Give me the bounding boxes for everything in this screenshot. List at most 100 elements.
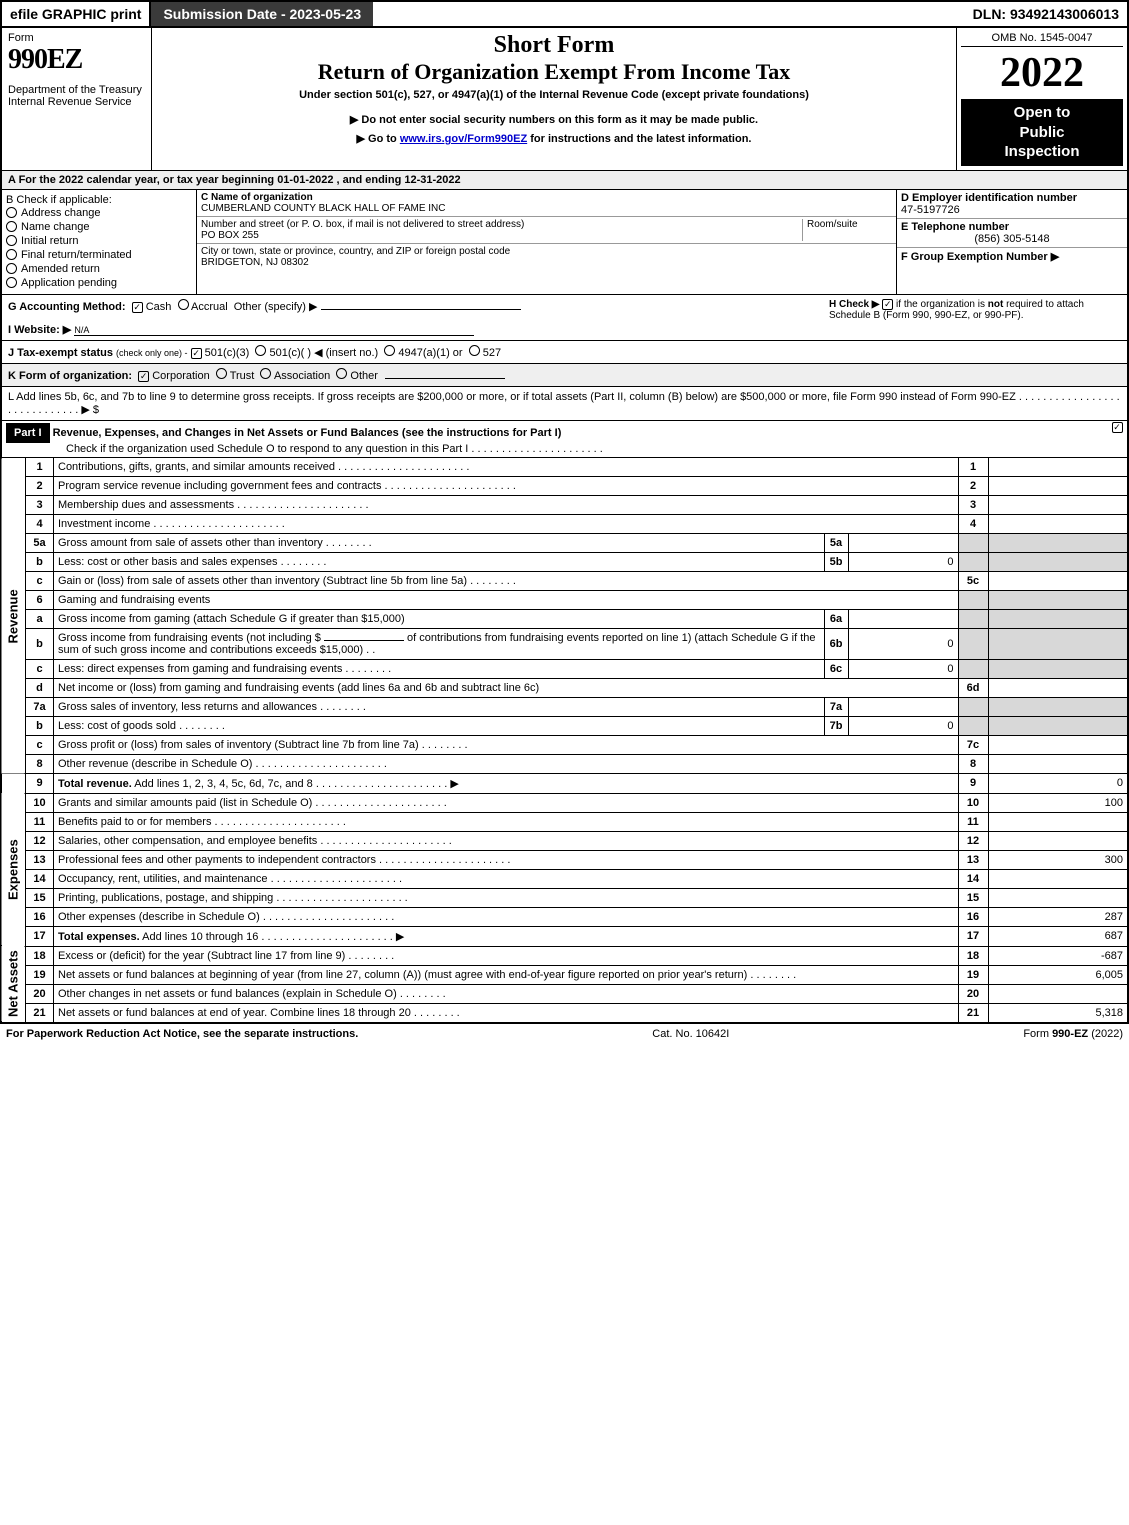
box-num: 10 <box>958 793 988 812</box>
checkbox-final-return[interactable] <box>6 249 17 260</box>
shaded-cell <box>958 659 988 678</box>
sub-value: 0 <box>848 716 958 735</box>
c-label: C Name of organization <box>201 192 313 203</box>
shaded-cell <box>958 609 988 628</box>
value-cell <box>988 831 1128 850</box>
row-num: b <box>26 716 54 735</box>
checkbox-cash[interactable] <box>132 302 143 313</box>
value-cell <box>988 869 1128 888</box>
shaded-cell <box>958 716 988 735</box>
other-method-input[interactable] <box>321 309 521 310</box>
g-prefix: G Accounting Method: <box>8 301 126 313</box>
checkbox-corporation[interactable] <box>138 371 149 382</box>
row-text: Net assets or fund balances at end of ye… <box>58 1007 411 1019</box>
shaded-cell <box>958 533 988 552</box>
box-num: 15 <box>958 888 988 907</box>
h-prefix: H Check ▶ <box>829 299 879 310</box>
checkbox-initial-return[interactable] <box>6 235 17 246</box>
row-text: Benefits paid to or for members <box>58 816 211 828</box>
box-num: 4 <box>958 514 988 533</box>
row-text: Grants and similar amounts paid (list in… <box>58 797 312 809</box>
row-text: Less: cost of goods sold <box>58 720 176 732</box>
checkbox-501c[interactable] <box>255 345 266 356</box>
sub-num: 6b <box>824 628 848 659</box>
value-cell: 0 <box>988 773 1128 793</box>
row-text: Less: direct expenses from gaming and fu… <box>58 663 342 675</box>
checkbox-application-pending[interactable] <box>6 277 17 288</box>
row-text: Net assets or fund balances at beginning… <box>58 969 747 981</box>
row-text: Add lines 1, 2, 3, 4, 5c, 6d, 7c, and 8 <box>134 778 313 790</box>
row-num: 6 <box>26 590 54 609</box>
city-label: City or town, state or province, country… <box>201 246 510 257</box>
sub-value <box>848 533 958 552</box>
label-trust: Trust <box>230 370 255 382</box>
value-cell <box>988 735 1128 754</box>
section-l: L Add lines 5b, 6c, and 7b to line 9 to … <box>0 387 1129 421</box>
checkbox-schedule-o[interactable] <box>1112 422 1123 433</box>
box-num: 1 <box>958 458 988 477</box>
checkbox-amended-return[interactable] <box>6 263 17 274</box>
checkbox-association[interactable] <box>260 368 271 379</box>
checkbox-trust[interactable] <box>216 368 227 379</box>
box-num: 11 <box>958 812 988 831</box>
checkbox-527[interactable] <box>469 345 480 356</box>
sub-value <box>848 609 958 628</box>
box-num: 5c <box>958 571 988 590</box>
goto-prefix: ▶ Go to <box>357 133 400 145</box>
j-prefix: J Tax-exempt status <box>8 347 113 359</box>
header-left: Form 990EZ Department of the Treasury In… <box>2 28 152 170</box>
k-prefix: K Form of organization: <box>8 370 132 382</box>
row-num: 13 <box>26 850 54 869</box>
section-b-title: B Check if applicable: <box>6 194 192 206</box>
box-num: 14 <box>958 869 988 888</box>
checkbox-name-change[interactable] <box>6 221 17 232</box>
section-j: J Tax-exempt status (check only one) - 5… <box>0 341 1129 364</box>
row-num: c <box>26 571 54 590</box>
label-501c3: 501(c)(3) <box>205 347 250 359</box>
checkbox-other-org[interactable] <box>336 368 347 379</box>
row-text: Other revenue (describe in Schedule O) <box>58 758 252 770</box>
other-org-input[interactable] <box>385 378 505 379</box>
row-text: Gross profit or (loss) from sales of inv… <box>58 739 419 751</box>
financial-table: Revenue 1 Contributions, gifts, grants, … <box>0 458 1129 1023</box>
section-bcde: B Check if applicable: Address change Na… <box>0 190 1129 295</box>
row-num: 20 <box>26 984 54 1003</box>
label-name-change: Name change <box>21 221 90 233</box>
open-line3: Inspection <box>963 142 1121 162</box>
city-value: BRIDGETON, NJ 08302 <box>201 257 309 268</box>
label-corporation: Corporation <box>152 370 209 382</box>
section-a: A For the 2022 calendar year, or tax yea… <box>0 171 1129 190</box>
value-cell <box>988 571 1128 590</box>
checkbox-schedule-b[interactable] <box>882 299 893 310</box>
checkbox-address-change[interactable] <box>6 207 17 218</box>
label-final-return: Final return/terminated <box>21 249 132 261</box>
section-b: B Check if applicable: Address change Na… <box>2 190 197 294</box>
shaded-cell <box>988 533 1128 552</box>
sub-value: 0 <box>848 659 958 678</box>
value-cell <box>988 458 1128 477</box>
row-text: Salaries, other compensation, and employ… <box>58 835 317 847</box>
value-cell <box>988 476 1128 495</box>
checkbox-4947[interactable] <box>384 345 395 356</box>
under-section: Under section 501(c), 527, or 4947(a)(1)… <box>156 89 952 101</box>
row-text: Gross income from gaming (attach Schedul… <box>58 613 405 625</box>
row-text-bold: Total expenses. <box>58 931 140 943</box>
section-a-text: A For the 2022 calendar year, or tax yea… <box>8 174 461 186</box>
contrib-amount-input[interactable] <box>324 640 404 641</box>
row-num: 8 <box>26 754 54 773</box>
label-527: 527 <box>483 347 501 359</box>
goto-link[interactable]: www.irs.gov/Form990EZ <box>400 133 527 145</box>
box-num: 19 <box>958 965 988 984</box>
efile-label[interactable]: efile GRAPHIC print <box>2 2 149 26</box>
footer-center: Cat. No. 10642I <box>358 1028 1023 1040</box>
checkbox-501c3[interactable] <box>191 348 202 359</box>
shaded-cell <box>988 552 1128 571</box>
row-num: 15 <box>26 888 54 907</box>
shaded-cell <box>988 609 1128 628</box>
section-k: K Form of organization: Corporation Trus… <box>0 364 1129 387</box>
row-text-bold: Total revenue. <box>58 778 132 790</box>
checkbox-accrual[interactable] <box>178 299 189 310</box>
shaded-cell <box>988 697 1128 716</box>
row-num: 17 <box>26 926 54 946</box>
row-text: Occupancy, rent, utilities, and maintena… <box>58 873 268 885</box>
